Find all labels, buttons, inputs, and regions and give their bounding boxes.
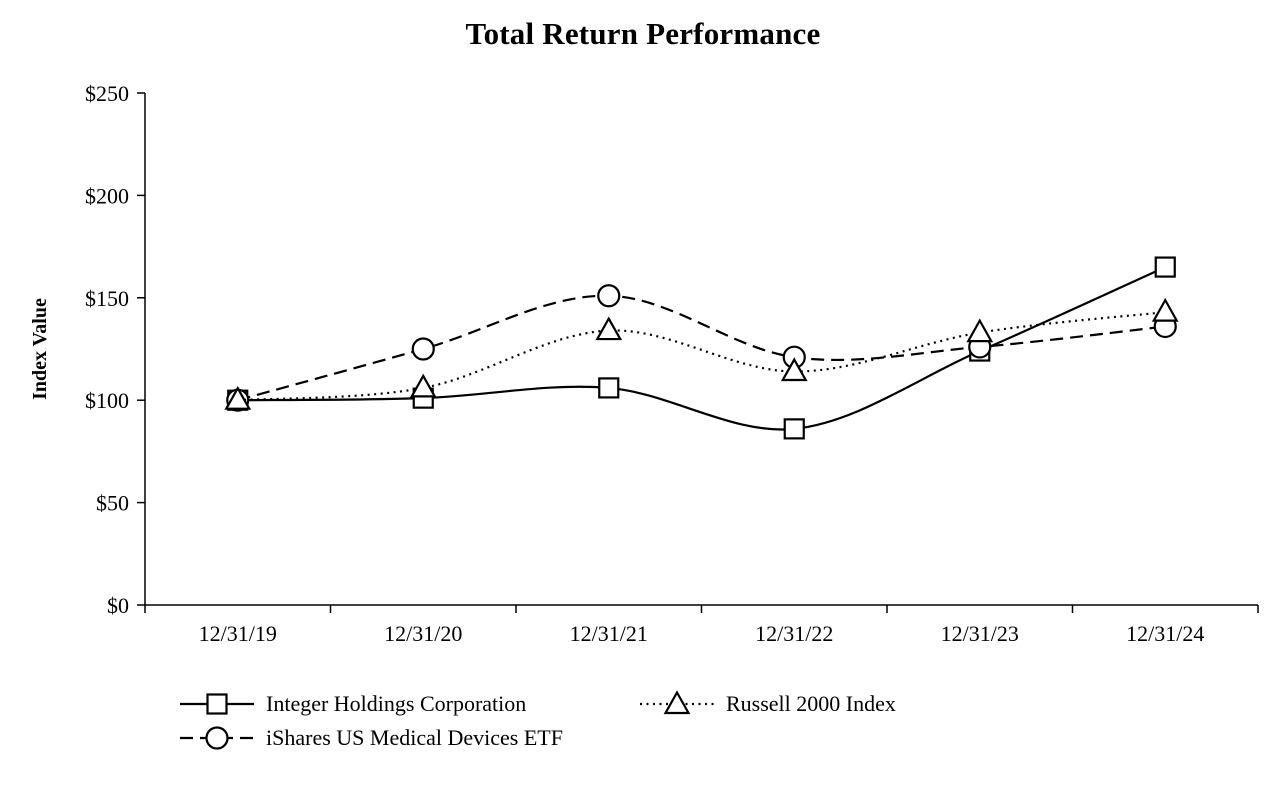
triangle-marker-icon (780, 357, 808, 382)
x-tick-label: 12/31/21 (570, 621, 648, 646)
y-tick-label: $0 (107, 593, 129, 618)
triangle-marker-icon (409, 373, 437, 398)
plot-area: $0 $50 $100 $150 $200 $250 12/31/19 12/31/20 12/… (29, 81, 1259, 646)
triangle-marker-icon (224, 385, 252, 410)
legend-label-russell-2000: Russell 2000 Index (726, 691, 896, 716)
dotted-line-triangle-marker-icon (640, 690, 714, 715)
square-marker-icon (1154, 256, 1176, 278)
x-tick-label: 12/31/23 (941, 621, 1019, 646)
y-tick-label: $100 (85, 388, 129, 413)
square-marker-icon (598, 377, 620, 399)
legend-item-integer-holdings: Integer Holdings Corporation (178, 690, 638, 718)
triangle-marker-icon (966, 318, 994, 343)
x-tick-label: 12/31/22 (755, 621, 833, 646)
triangle-marker-icon (595, 316, 623, 341)
legend-item-russell-2000: Russell 2000 Index (638, 690, 896, 718)
x-tick-label: 12/31/24 (1126, 621, 1204, 646)
legend-item-ishares-etf: iShares US Medical Devices ETF (178, 724, 638, 752)
circle-marker-icon (411, 337, 435, 361)
series-line-square (237, 266, 1166, 431)
x-tick-label: 12/31/20 (384, 621, 462, 646)
solid-line-square-marker-icon (180, 693, 254, 715)
series-line-triangle (237, 311, 1166, 402)
x-tick-label: 12/31/19 (199, 621, 277, 646)
triangle-marker-icon (1151, 297, 1179, 322)
y-tick-label: $150 (85, 286, 129, 311)
dashed-line-circle-marker-icon (180, 726, 254, 750)
legend-label-integer-holdings: Integer Holdings Corporation (266, 691, 527, 716)
y-axis-title: Index Value (29, 298, 51, 400)
y-tick-label: $50 (96, 491, 129, 516)
y-tick-label: $200 (85, 183, 129, 208)
series-line-circle (237, 294, 1166, 402)
chart-title: Total Return Performance (465, 16, 821, 51)
legend: Integer Holdings Corporation Russell 200… (178, 690, 896, 752)
square-marker-icon (783, 418, 805, 440)
y-tick-label: $250 (85, 81, 129, 106)
legend-label-ishares-etf: iShares US Medical Devices ETF (266, 725, 563, 750)
circle-marker-icon (597, 284, 621, 308)
